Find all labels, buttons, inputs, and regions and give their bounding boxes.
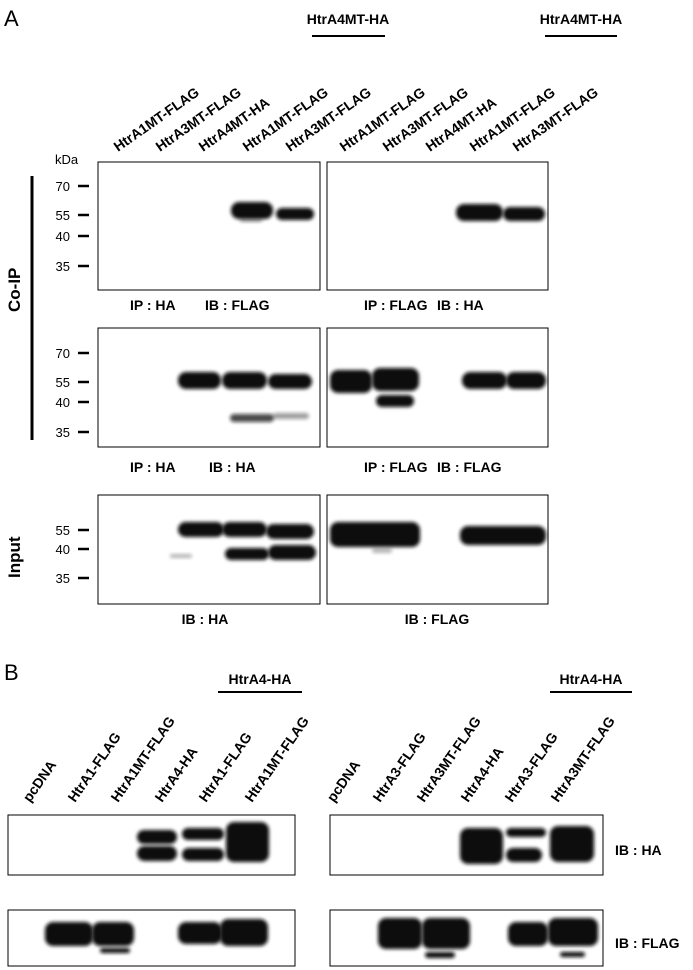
band: [462, 372, 507, 389]
band: [460, 828, 503, 864]
band: [550, 826, 594, 862]
band: [560, 952, 585, 957]
band: [137, 830, 177, 844]
band: [372, 548, 392, 553]
band: [503, 207, 545, 221]
band: [226, 822, 269, 862]
group-header: HtrA4-HA: [229, 671, 292, 687]
band: [506, 828, 546, 837]
band: [45, 922, 93, 946]
band: [268, 374, 312, 389]
caption: IP : HA: [130, 297, 176, 313]
band: [240, 218, 262, 222]
band: [460, 526, 546, 545]
caption: IB : HA: [209, 459, 256, 475]
band: [378, 918, 422, 949]
marker-label: 35: [56, 259, 70, 274]
band: [182, 848, 224, 861]
marker-label: 40: [56, 395, 70, 410]
row-label: IB : FLAG: [615, 935, 680, 951]
marker-label: 70: [56, 346, 70, 361]
band: [273, 413, 309, 419]
band: [231, 202, 273, 219]
band: [276, 208, 314, 220]
band: [330, 370, 372, 393]
band: [372, 368, 419, 391]
lane-label: pcDNA: [19, 757, 59, 804]
lane-label: HtrA3MT-FLAG: [547, 713, 618, 804]
band: [178, 922, 222, 944]
band: [506, 848, 542, 862]
band: [330, 522, 420, 547]
band: [222, 522, 267, 537]
band: [425, 952, 455, 958]
band: [137, 846, 177, 861]
side-label: Co-IP: [5, 268, 24, 312]
caption: IP : FLAG: [364, 459, 428, 475]
band: [178, 372, 221, 389]
band: [225, 548, 269, 560]
band: [266, 524, 314, 539]
marker-label: 35: [56, 571, 70, 586]
marker-label: 55: [56, 523, 70, 538]
lane-label: pcDNA: [323, 757, 363, 804]
marker-label: 35: [56, 425, 70, 440]
band: [222, 372, 267, 389]
marker-label: 40: [56, 542, 70, 557]
lane-label: HtrA1MT-FLAG: [241, 713, 312, 804]
panel-label: A: [4, 6, 19, 31]
marker-label: 40: [56, 229, 70, 244]
unit-label: kDa: [55, 152, 79, 167]
row-label: IB : HA: [615, 842, 662, 858]
blot-frame: [326, 161, 549, 291]
band: [92, 922, 134, 946]
blot-frame: [97, 161, 321, 291]
band: [230, 414, 274, 422]
caption: IB : HA: [437, 297, 484, 313]
lane-label: HtrA4-HA: [457, 744, 506, 805]
band: [376, 395, 414, 407]
blot-frame: [326, 494, 549, 605]
marker-label: 55: [56, 375, 70, 390]
band: [506, 372, 546, 389]
marker-label: 70: [56, 179, 70, 194]
caption: IB : FLAG: [437, 459, 502, 475]
group-header: HtrA4MT-HA: [540, 11, 622, 27]
panel-label: B: [4, 660, 19, 685]
marker-label: 55: [56, 208, 70, 223]
band: [422, 918, 470, 949]
band: [508, 922, 548, 946]
group-header: HtrA4MT-HA: [307, 11, 389, 27]
band: [268, 545, 316, 560]
caption: IB : FLAG: [405, 611, 470, 627]
lane-label: HtrA4-HA: [151, 744, 200, 805]
caption: IP : HA: [130, 459, 176, 475]
band: [100, 948, 130, 953]
band: [178, 522, 224, 537]
band: [456, 204, 503, 221]
band: [182, 828, 224, 840]
caption: IB : FLAG: [205, 297, 270, 313]
caption: IP : FLAG: [364, 297, 428, 313]
caption: IB : HA: [182, 611, 229, 627]
group-header: HtrA4-HA: [560, 671, 623, 687]
band: [548, 918, 598, 946]
band: [170, 554, 192, 558]
band: [220, 919, 268, 946]
side-label: Input: [5, 536, 24, 578]
